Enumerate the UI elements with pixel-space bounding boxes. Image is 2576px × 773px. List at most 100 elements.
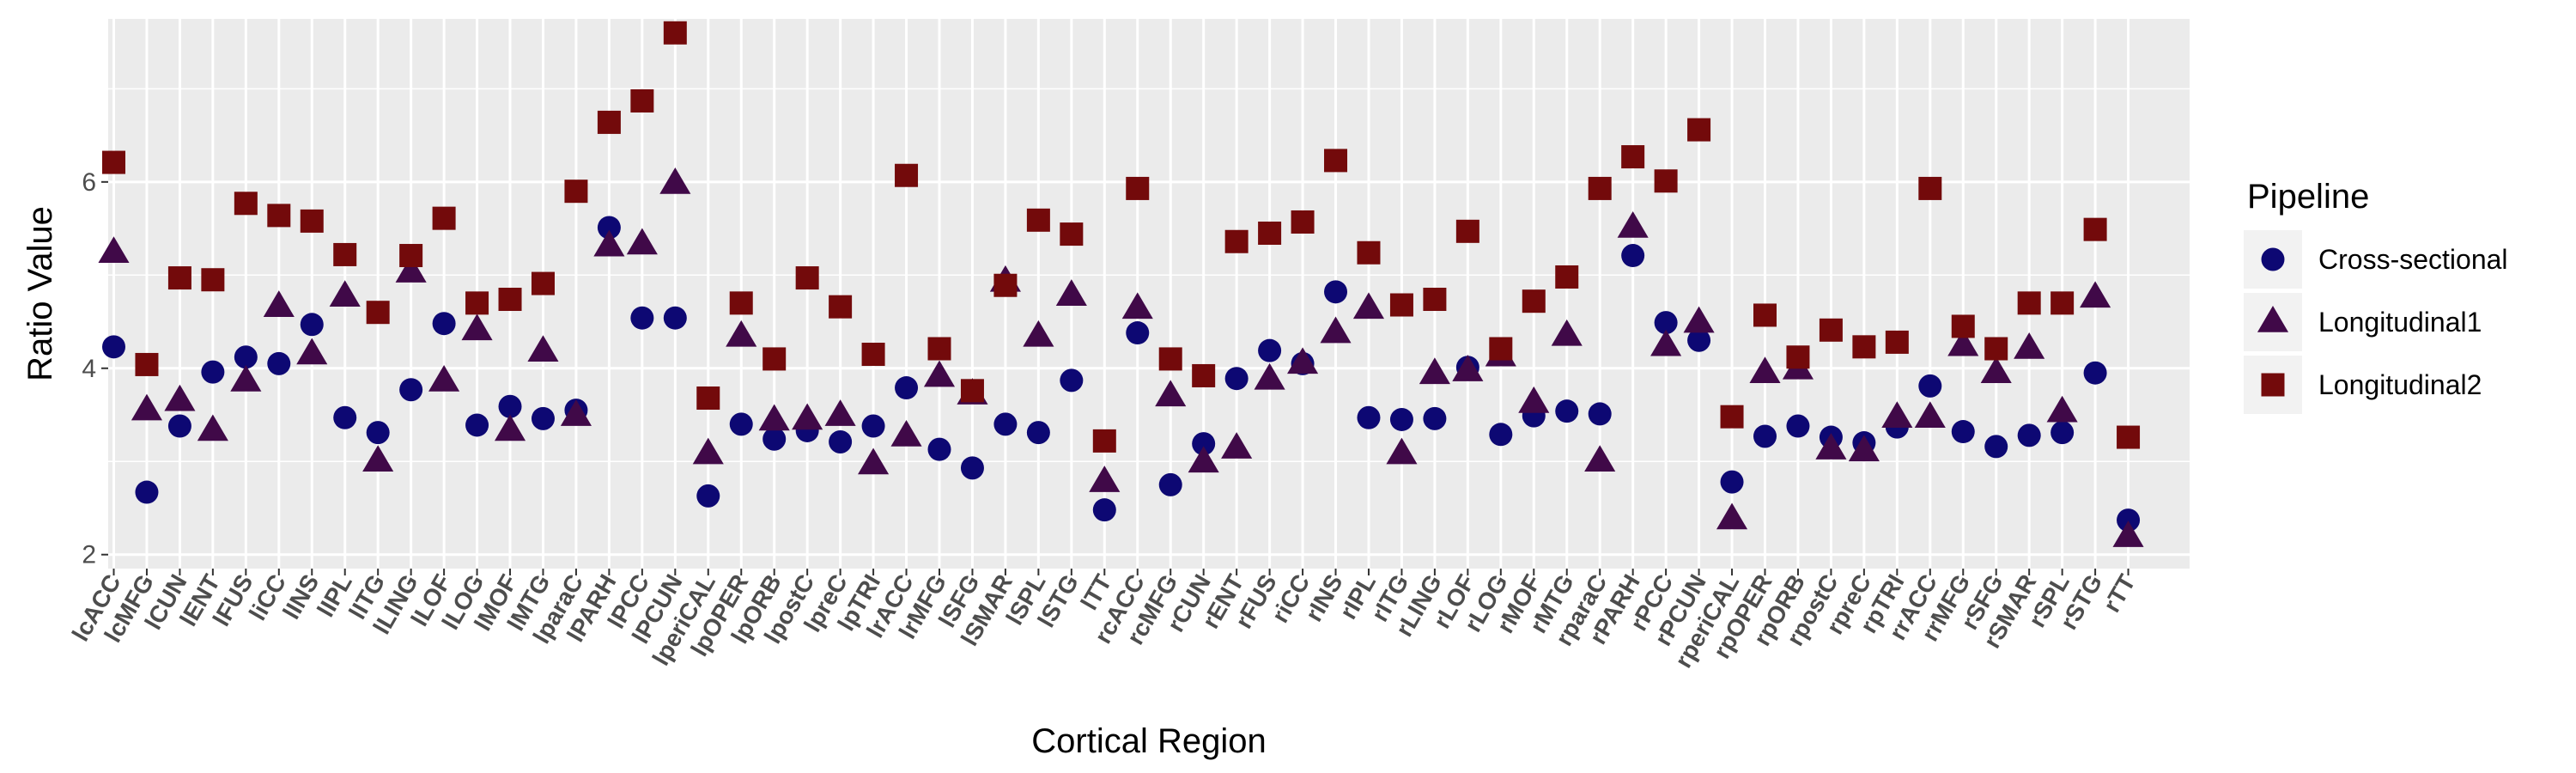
square-point <box>2017 291 2041 315</box>
circle-point <box>2117 508 2141 533</box>
circle-point <box>762 427 787 451</box>
square-point <box>1324 149 1348 173</box>
triangle-point <box>1617 210 1649 238</box>
triangle-point <box>2046 395 2078 423</box>
square-point <box>1522 289 1546 313</box>
circle-point <box>1026 421 1050 445</box>
square-point <box>663 21 687 45</box>
legend-triangle-icon <box>2257 306 2289 332</box>
circle-point <box>1126 321 1150 345</box>
circle-point <box>267 351 291 375</box>
circle-point <box>1158 472 1182 496</box>
data-points <box>98 21 2144 547</box>
square-point <box>300 209 324 233</box>
triangle-point <box>726 320 757 347</box>
square-point <box>234 192 258 216</box>
circle-point <box>1687 328 1711 352</box>
circle-point <box>927 437 951 461</box>
circle-point <box>1951 420 1975 444</box>
circle-point <box>960 456 984 480</box>
triangle-point <box>560 399 592 426</box>
square-point <box>1489 337 1513 361</box>
y-tick-label: 6 <box>82 168 96 197</box>
square-point <box>1060 222 1084 247</box>
circle-point <box>1918 374 1942 398</box>
square-point <box>1720 405 1744 429</box>
square-point <box>1158 347 1182 371</box>
y-tick-label: 4 <box>82 355 96 383</box>
circle-point <box>729 412 753 436</box>
triangle-point <box>923 360 956 387</box>
square-point <box>1786 345 1810 369</box>
panel-background <box>108 19 2190 569</box>
series-longitudinal1 <box>98 167 2144 547</box>
x-tick-label: liCC <box>244 570 291 625</box>
triangle-point <box>2080 281 2111 308</box>
circle-point <box>201 360 225 384</box>
triangle-point <box>1947 329 1979 356</box>
square-point <box>729 291 753 315</box>
square-point <box>399 244 423 268</box>
circle-point <box>1092 498 1116 522</box>
square-point <box>1357 240 1381 265</box>
square-point <box>1389 293 1413 317</box>
square-point <box>2117 425 2141 449</box>
triangle-point <box>1287 347 1319 374</box>
series-cross-sectional <box>102 216 2141 533</box>
square-point <box>1555 265 1579 289</box>
triangle-point <box>1089 466 1121 492</box>
square-point <box>1026 208 1050 232</box>
square-point <box>795 266 819 290</box>
circle-point <box>1357 405 1381 429</box>
legend-square-icon <box>2261 373 2285 397</box>
triangle-point <box>296 338 328 365</box>
triangle-point <box>1518 386 1550 413</box>
square-point <box>597 110 621 134</box>
square-point <box>2050 291 2075 315</box>
triangle-point <box>395 256 427 283</box>
triangle-point <box>626 228 658 255</box>
circle-point <box>1389 407 1413 431</box>
triangle-point <box>2112 520 2144 547</box>
circle-point <box>1192 432 1216 456</box>
circle-point <box>234 345 258 369</box>
triangle-point <box>1980 356 2012 383</box>
circle-point <box>1324 280 1348 304</box>
triangle-point <box>1352 292 1385 320</box>
circle-point <box>829 429 853 453</box>
circle-point <box>993 412 1018 436</box>
triangle-point <box>329 280 361 307</box>
circle-point <box>1720 470 1744 494</box>
circle-point <box>333 405 357 429</box>
triangle-point <box>1386 437 1418 465</box>
triangle-point <box>1155 380 1187 407</box>
triangle-point <box>824 399 856 426</box>
square-point <box>1654 169 1678 193</box>
circle-point <box>1555 399 1579 423</box>
legend-label: Longitudinal2 <box>2318 369 2482 400</box>
square-point <box>366 301 390 325</box>
circle-point <box>1654 311 1678 335</box>
circle-point <box>663 306 687 330</box>
triangle-point <box>428 364 460 392</box>
square-point <box>630 88 654 113</box>
circle-point <box>498 394 522 418</box>
circle-point <box>1489 423 1513 447</box>
square-point <box>1852 335 1876 359</box>
triangle-point <box>1419 357 1450 385</box>
triangle-point <box>659 167 691 194</box>
circle-point <box>895 376 919 400</box>
circle-point <box>432 312 456 336</box>
square-point <box>333 242 357 266</box>
square-point <box>135 352 159 376</box>
triangle-point <box>1320 316 1352 344</box>
circle-point <box>1423 406 1447 430</box>
triangle-point <box>1121 292 1153 320</box>
triangle-point <box>758 404 790 431</box>
square-point <box>1224 229 1249 253</box>
square-point <box>1918 176 1942 200</box>
square-point <box>1621 145 1645 169</box>
square-point <box>531 271 555 295</box>
triangle-point <box>263 290 295 317</box>
